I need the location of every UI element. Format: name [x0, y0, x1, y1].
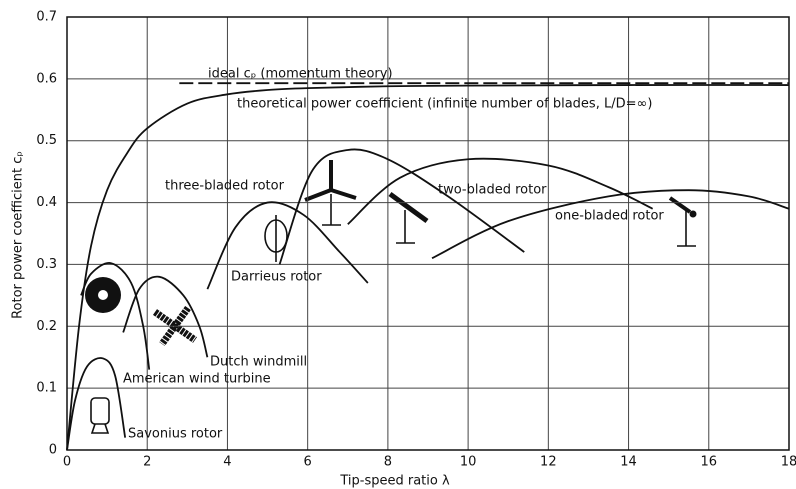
y-tick-label: 0.3 [36, 257, 57, 272]
x-tick-label: 18 [781, 455, 796, 470]
x-tick-label: 16 [701, 455, 718, 470]
one-blade-weight [690, 211, 697, 218]
series-label: ideal cₚ (momentum theory) [208, 67, 393, 82]
y-tick-label: 0.4 [36, 195, 57, 210]
y-tick-label: 0.5 [36, 133, 57, 148]
series-label: Darrieus rotor [231, 270, 322, 285]
series-label: Dutch windmill [210, 355, 307, 370]
x-tick-label: 12 [540, 455, 557, 470]
fan-hub [98, 290, 108, 300]
series-label: three-bladed rotor [165, 179, 285, 194]
y-tick-label: 0 [49, 443, 57, 458]
x-axis-title: Tip-speed ratio λ [339, 474, 450, 489]
chart: Tip-speed ratio λ Rotor power coefficien… [0, 0, 796, 489]
background [0, 0, 796, 489]
y-tick-label: 0.6 [36, 71, 57, 86]
series-label: theoretical power coefficient (infinite … [237, 97, 652, 112]
y-axis-title: Rotor power coefficient cₚ [11, 151, 26, 319]
x-tick-label: 4 [223, 455, 231, 470]
x-tick-label: 0 [63, 455, 71, 470]
x-tick-label: 6 [304, 455, 312, 470]
series-label: American wind turbine [123, 372, 271, 387]
series-label: Savonius rotor [128, 427, 223, 442]
x-tick-label: 14 [620, 455, 637, 470]
series-label: two-bladed rotor [438, 183, 547, 198]
x-tick-label: 8 [384, 455, 392, 470]
y-tick-label: 0.2 [36, 319, 57, 334]
x-tick-label: 10 [460, 455, 477, 470]
y-tick-label: 0.7 [36, 10, 57, 25]
series-label: one-bladed rotor [555, 209, 664, 224]
x-tick-label: 2 [143, 455, 151, 470]
y-tick-label: 0.1 [36, 381, 57, 396]
